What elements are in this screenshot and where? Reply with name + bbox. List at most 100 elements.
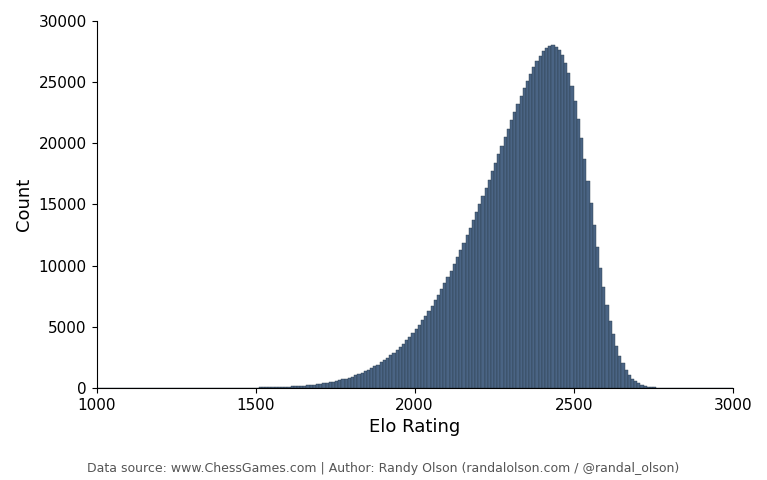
Bar bbox=[599, 268, 602, 388]
Bar bbox=[494, 163, 497, 388]
Bar bbox=[647, 386, 650, 388]
Bar bbox=[351, 376, 354, 388]
Bar bbox=[338, 380, 341, 388]
Bar bbox=[501, 146, 504, 388]
Bar bbox=[411, 333, 415, 388]
Bar bbox=[300, 386, 303, 388]
Bar bbox=[602, 287, 605, 388]
Bar bbox=[558, 50, 561, 388]
Bar bbox=[310, 385, 313, 388]
Bar bbox=[650, 387, 653, 388]
Bar bbox=[564, 63, 568, 388]
Bar bbox=[574, 101, 577, 388]
Bar bbox=[316, 384, 319, 388]
Bar bbox=[332, 382, 335, 388]
Bar bbox=[377, 364, 380, 388]
Bar bbox=[637, 384, 640, 388]
Bar bbox=[475, 212, 478, 388]
Bar bbox=[440, 289, 443, 388]
Bar bbox=[485, 188, 488, 388]
Bar bbox=[653, 387, 657, 388]
Bar bbox=[364, 372, 367, 388]
Bar bbox=[548, 46, 551, 388]
Bar bbox=[634, 381, 637, 388]
Bar bbox=[551, 46, 555, 388]
Bar bbox=[469, 228, 472, 388]
Bar bbox=[322, 384, 325, 388]
Bar bbox=[319, 384, 322, 388]
Bar bbox=[526, 81, 529, 388]
Bar bbox=[344, 379, 347, 388]
Bar bbox=[555, 47, 558, 388]
Bar bbox=[430, 306, 433, 388]
Bar bbox=[399, 347, 402, 388]
Bar bbox=[535, 61, 538, 388]
Bar bbox=[313, 384, 316, 388]
Bar bbox=[383, 360, 386, 388]
Bar bbox=[586, 180, 590, 388]
Bar bbox=[297, 386, 300, 388]
Bar bbox=[418, 324, 421, 388]
Bar bbox=[272, 387, 275, 388]
Bar bbox=[288, 386, 291, 388]
Bar bbox=[453, 264, 456, 388]
Bar bbox=[370, 368, 374, 388]
Bar bbox=[402, 344, 405, 388]
Bar bbox=[421, 320, 424, 388]
Text: Data source: www.ChessGames.com | Author: Randy Olson (randalolson.com / @randal: Data source: www.ChessGames.com | Author… bbox=[87, 462, 680, 475]
Bar bbox=[561, 55, 564, 388]
Bar bbox=[621, 363, 624, 388]
Bar bbox=[268, 387, 272, 388]
Bar bbox=[504, 137, 507, 388]
Bar bbox=[596, 247, 599, 388]
Bar bbox=[640, 385, 644, 388]
Bar bbox=[335, 381, 338, 388]
Bar bbox=[415, 329, 418, 388]
Bar bbox=[360, 373, 364, 388]
Bar bbox=[303, 385, 307, 388]
Bar bbox=[612, 334, 615, 388]
Bar bbox=[472, 220, 475, 388]
Bar bbox=[624, 370, 627, 388]
Bar bbox=[329, 382, 332, 388]
Bar bbox=[446, 277, 449, 388]
Bar bbox=[532, 67, 535, 388]
Bar bbox=[519, 96, 523, 388]
Bar bbox=[459, 250, 463, 388]
Bar bbox=[466, 236, 469, 388]
Bar bbox=[265, 387, 268, 388]
Bar bbox=[545, 48, 548, 388]
Bar bbox=[507, 129, 510, 388]
Bar bbox=[367, 370, 370, 388]
Bar bbox=[513, 112, 516, 388]
Bar bbox=[341, 379, 344, 388]
Bar bbox=[408, 336, 411, 388]
Bar bbox=[482, 196, 485, 388]
Bar bbox=[262, 387, 265, 388]
Bar bbox=[627, 375, 631, 388]
Bar bbox=[618, 356, 621, 388]
Bar bbox=[393, 353, 396, 388]
Bar bbox=[497, 154, 501, 388]
Bar bbox=[307, 385, 310, 388]
Bar bbox=[380, 362, 383, 388]
Bar bbox=[577, 119, 580, 388]
Bar bbox=[631, 379, 634, 388]
Bar bbox=[443, 283, 446, 388]
Bar bbox=[396, 350, 399, 388]
Bar bbox=[281, 387, 285, 388]
Bar bbox=[389, 355, 393, 388]
Bar bbox=[347, 378, 351, 388]
Bar bbox=[491, 171, 494, 388]
Bar bbox=[275, 387, 278, 388]
Bar bbox=[433, 300, 437, 388]
Bar bbox=[405, 340, 408, 388]
Bar bbox=[291, 386, 294, 388]
Bar bbox=[285, 387, 288, 388]
Bar bbox=[456, 257, 459, 388]
Bar bbox=[529, 74, 532, 388]
Bar bbox=[463, 243, 466, 388]
Bar bbox=[449, 271, 453, 388]
Bar bbox=[478, 204, 482, 388]
Bar bbox=[278, 387, 281, 388]
